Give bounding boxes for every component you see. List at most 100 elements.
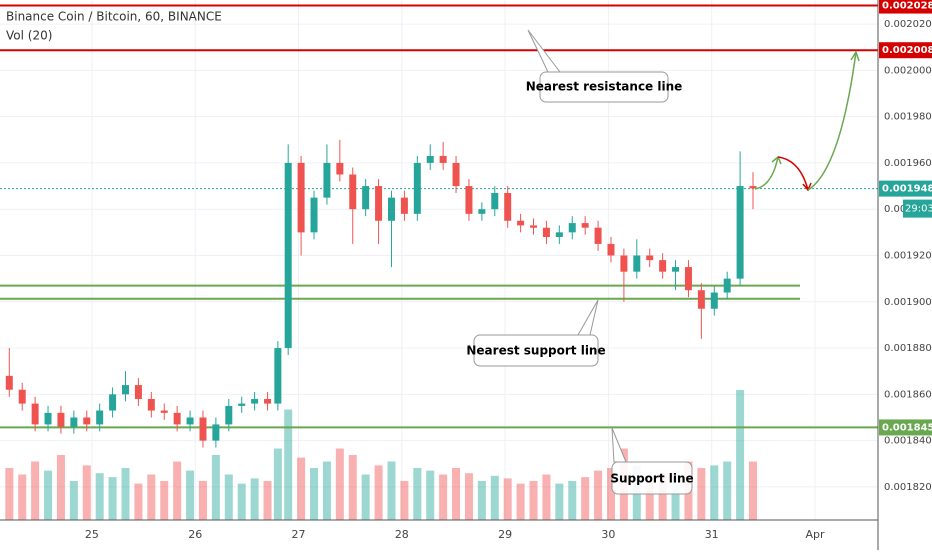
candle-body bbox=[212, 424, 220, 441]
candle-body bbox=[594, 227, 602, 244]
candle-body bbox=[336, 162, 344, 175]
arrow-head bbox=[850, 50, 860, 62]
volume-bar bbox=[186, 470, 195, 520]
candle-body bbox=[274, 348, 282, 404]
candle-body bbox=[555, 232, 563, 237]
volume-bar bbox=[31, 461, 40, 520]
candle-body bbox=[672, 267, 680, 272]
volume-bar bbox=[374, 465, 383, 520]
volume-bar bbox=[5, 468, 14, 520]
volume-bar bbox=[108, 477, 117, 520]
volume-bar bbox=[671, 470, 680, 520]
x-tick-label: 31 bbox=[705, 528, 719, 541]
candle-body bbox=[70, 417, 78, 427]
countdown-tag bbox=[903, 199, 932, 218]
candle-body bbox=[173, 412, 181, 425]
candle-body bbox=[697, 290, 705, 309]
candle-body bbox=[284, 162, 292, 349]
volume-bar bbox=[69, 481, 78, 520]
volume-bar bbox=[555, 483, 564, 520]
volume-bar bbox=[134, 483, 143, 520]
time-axis bbox=[0, 520, 878, 550]
price-tag-label: 0.0018457 bbox=[882, 422, 932, 433]
volume-bar bbox=[542, 474, 551, 520]
volume-bar bbox=[56, 455, 65, 520]
volume-bar bbox=[426, 470, 435, 520]
volume-bar bbox=[439, 474, 448, 520]
candle-body bbox=[452, 162, 460, 187]
candle-body bbox=[264, 398, 272, 404]
candle-body bbox=[530, 225, 538, 228]
price-tag bbox=[879, 180, 932, 197]
candle-body bbox=[633, 255, 641, 272]
callout: Nearest support line bbox=[466, 299, 606, 367]
volume-bar bbox=[284, 409, 293, 520]
volume-bar bbox=[413, 468, 422, 520]
candle-body bbox=[31, 403, 39, 425]
candle-body bbox=[310, 197, 318, 233]
volume-bar bbox=[490, 475, 499, 520]
candle-body bbox=[134, 385, 142, 399]
volume-bar bbox=[749, 461, 758, 520]
candle-body bbox=[44, 412, 52, 425]
volume-bar bbox=[211, 455, 220, 520]
volume-bar bbox=[224, 474, 233, 520]
volume-bar bbox=[18, 474, 27, 520]
y-tick-label: 0.0019 bbox=[884, 204, 919, 215]
volume-bar bbox=[160, 481, 169, 520]
candle-body bbox=[238, 403, 246, 406]
volume-bar bbox=[594, 470, 603, 520]
x-tick-label: 30 bbox=[601, 528, 615, 541]
price-tag bbox=[879, 42, 932, 59]
candle-body bbox=[362, 186, 370, 210]
candle-body bbox=[736, 186, 744, 279]
candle-body bbox=[542, 227, 550, 237]
volume-bar bbox=[250, 478, 259, 520]
volume-bar bbox=[147, 474, 156, 520]
callout: Support line bbox=[610, 427, 694, 495]
candle-body bbox=[122, 385, 130, 395]
volume-bar bbox=[736, 390, 745, 520]
price-tag-label: 0.0020087 bbox=[882, 45, 932, 56]
volume-bar bbox=[273, 448, 282, 520]
volume-bar bbox=[263, 481, 272, 520]
volume-bar bbox=[387, 461, 396, 520]
volume-bar bbox=[464, 473, 473, 520]
levels bbox=[0, 4, 878, 429]
candle-body bbox=[96, 410, 104, 425]
candle-body bbox=[723, 278, 731, 293]
x-tick-label: 29 bbox=[498, 528, 512, 541]
volume bbox=[5, 390, 758, 520]
candle-body bbox=[251, 398, 259, 404]
annotation: Nearest resistance line bbox=[526, 80, 683, 94]
volume-bar bbox=[237, 483, 246, 520]
volume-bar bbox=[361, 474, 370, 520]
candle-body bbox=[160, 410, 168, 413]
chart-title: Binance Coin / Bitcoin, 60, BINANCE bbox=[6, 10, 222, 24]
candle-body bbox=[147, 398, 155, 411]
volume-bar bbox=[697, 468, 706, 520]
candle-body bbox=[426, 155, 434, 163]
candle-body bbox=[646, 255, 654, 261]
price-tag bbox=[879, 419, 932, 436]
volume-bar bbox=[121, 468, 130, 520]
volume-bar bbox=[348, 455, 357, 520]
price-tag bbox=[879, 0, 932, 14]
x-tick-label: 25 bbox=[85, 528, 99, 541]
volume-bar bbox=[477, 481, 486, 520]
candle-body bbox=[504, 193, 512, 221]
candle-body bbox=[186, 417, 194, 425]
volume-bar bbox=[335, 448, 344, 520]
price-tag-label: 0.0019489 bbox=[882, 184, 932, 195]
candle-body bbox=[323, 162, 331, 198]
candle-body bbox=[5, 375, 13, 390]
